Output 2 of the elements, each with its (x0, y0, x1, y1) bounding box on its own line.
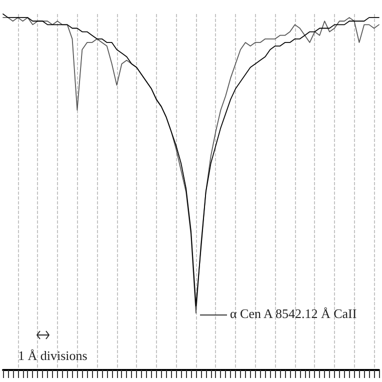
annotation: α Cen A 8542.12 Å CaII (230, 306, 357, 322)
annotation: 1 Å divisions (18, 348, 88, 364)
